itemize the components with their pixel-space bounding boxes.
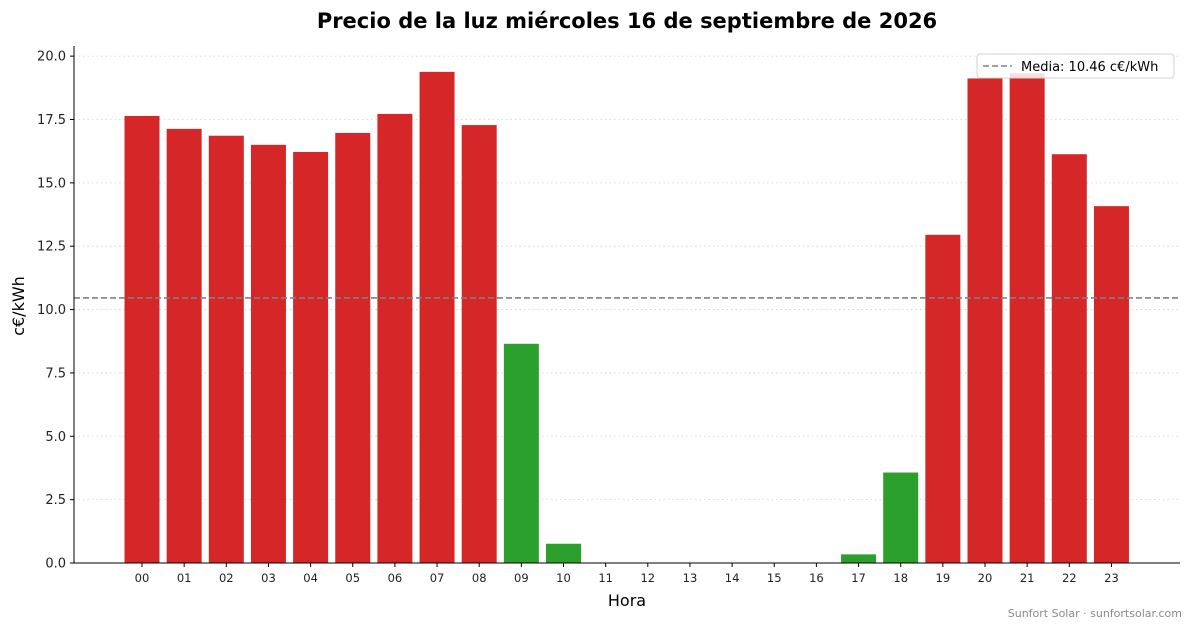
x-axis-label: Hora — [608, 591, 646, 610]
y-tick-label: 17.5 — [37, 113, 66, 128]
bar-hour-08 — [461, 125, 497, 563]
legend-box — [976, 53, 1175, 79]
x-tick-label: 01 — [177, 571, 192, 585]
bar-hour-23 — [1093, 206, 1129, 563]
x-tick-label: 21 — [1020, 571, 1035, 585]
x-tick-label: 03 — [261, 571, 276, 585]
x-tick-label: 02 — [219, 571, 234, 585]
bar-hour-06 — [377, 113, 413, 563]
legend-mean-label: Media: 10.46 c€/kWh — [1021, 60, 1158, 75]
axes — [73, 46, 1180, 564]
y-tick-label: 20.0 — [37, 50, 66, 65]
bar-hour-20 — [967, 78, 1003, 564]
x-tick-label: 05 — [345, 571, 360, 585]
x-tick-label: 04 — [303, 571, 318, 585]
y-ticks: 0.0 2.5 5.0 7.5 10.0 12.5 15.0 17.5 20.0 — [37, 50, 74, 572]
x-tick-label: 23 — [1104, 571, 1119, 585]
x-tick-label: 10 — [556, 571, 571, 585]
x-tick-label: 06 — [388, 571, 403, 585]
x-tick-label: 22 — [1062, 571, 1077, 585]
y-tick-label: 12.5 — [37, 240, 66, 255]
y-tick-label: 2.5 — [45, 493, 66, 508]
bar-hour-10 — [546, 543, 581, 563]
x-tick-label: 20 — [978, 571, 993, 585]
x-tick-label: 08 — [472, 571, 487, 585]
chart-title: Precio de la luz miércoles 16 de septiem… — [317, 9, 937, 33]
bar-hour-21 — [1009, 73, 1045, 563]
x-tick-label: 17 — [851, 571, 866, 585]
bar-hour-04 — [293, 151, 329, 563]
bar-hour-03 — [250, 144, 286, 563]
bar-hour-05 — [335, 132, 371, 564]
y-tick-label: 0.0 — [45, 557, 66, 572]
x-tick-label: 15 — [767, 571, 782, 585]
bar-hour-01 — [166, 128, 202, 563]
x-tick-label: 09 — [514, 571, 529, 585]
legend: Media: 10.46 c€/kWh — [976, 53, 1175, 79]
y-tick-label: 15.0 — [37, 176, 66, 191]
y-tick-label: 5.0 — [45, 430, 66, 445]
bars — [124, 71, 1129, 564]
bar-hour-07 — [419, 71, 455, 563]
credit-text: Sunfort Solar · sunfortsolar.com — [1008, 607, 1182, 620]
y-tick-label: 10.0 — [37, 303, 66, 318]
x-tick-label: 00 — [135, 571, 150, 585]
x-tick-label: 13 — [683, 571, 698, 585]
bar-hour-22 — [1051, 154, 1087, 563]
x-tick-label: 12 — [640, 571, 655, 585]
x-tick-label: 07 — [430, 571, 445, 585]
y-tick-label: 7.5 — [45, 366, 66, 381]
bar-hour-02 — [208, 135, 244, 563]
bar-hour-19 — [925, 234, 961, 563]
y-axis-label: c€/kWh — [9, 276, 28, 336]
bar-hour-18 — [883, 472, 919, 563]
x-tick-label: 16 — [809, 571, 824, 585]
x-ticks: 00 01 02 03 04 05 06 07 08 09 10 11 12 13 14 15 16 17 18 19… — [135, 563, 1119, 585]
x-tick-label: 18 — [893, 571, 908, 585]
bar-hour-09 — [503, 343, 539, 563]
bar-hour-17 — [841, 554, 877, 563]
x-tick-label: 11 — [598, 571, 613, 585]
x-tick-label: 14 — [725, 571, 740, 585]
bar-hour-00 — [124, 115, 160, 564]
x-tick-label: 19 — [936, 571, 951, 585]
